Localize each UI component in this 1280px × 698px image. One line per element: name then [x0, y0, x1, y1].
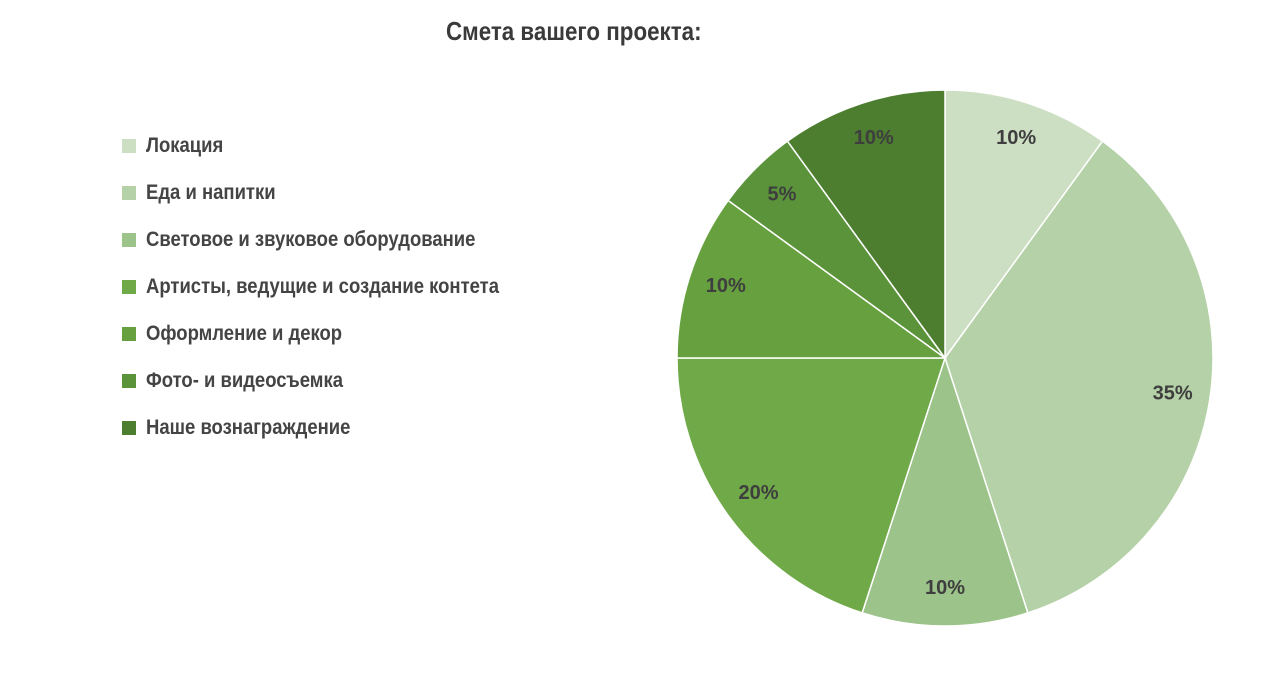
- legend-label: Световое и звуковое оборудование: [146, 227, 476, 251]
- slice-value-label: 10%: [706, 275, 746, 297]
- legend: Локация Еда и напитки Световое и звуковое …: [122, 122, 547, 451]
- pie-slice: [786, 89, 946, 361]
- legend-label: Артисты, ведущие и создание контета: [146, 274, 499, 298]
- legend-item: Наше вознаграждение: [122, 404, 547, 451]
- legend-label: Оформление и декор: [146, 321, 343, 345]
- legend-label: Еда и напитки: [146, 180, 276, 204]
- legend-swatch: [122, 185, 136, 200]
- slice-value-label: 35%: [1153, 382, 1193, 404]
- legend-item: Световое и звуковое оборудование: [122, 216, 547, 263]
- legend-item: Фото- и видеосъемка: [122, 357, 547, 404]
- slice-value-label: 20%: [738, 482, 778, 504]
- slice-value-label: 10%: [996, 127, 1036, 149]
- pie-slice: [944, 140, 1214, 614]
- legend-swatch: [122, 326, 136, 341]
- pie-slice: [676, 357, 947, 614]
- legend-label: Фото- и видеосъемка: [146, 368, 343, 392]
- pie-slice: [861, 355, 1029, 627]
- legend-item: Оформление и декор: [122, 310, 547, 357]
- chart-title: Смета вашего проекта:: [446, 16, 702, 46]
- legend-swatch: [122, 373, 136, 388]
- slice-value-label: 10%: [854, 127, 894, 149]
- legend-swatch: [122, 232, 136, 247]
- slice-value-label: 5%: [768, 183, 797, 205]
- legend-swatch: [122, 138, 136, 153]
- legend-label: Наше вознаграждение: [146, 415, 351, 439]
- legend-label: Локация: [146, 133, 224, 157]
- legend-swatch: [122, 279, 136, 294]
- legend-item: Еда и напитки: [122, 169, 547, 216]
- legend-swatch: [122, 420, 136, 435]
- pie-slice: [676, 199, 948, 359]
- legend-item: Локация: [122, 122, 547, 169]
- pie-slice: [944, 89, 1104, 361]
- legend-item: Артисты, ведущие и создание контета: [122, 263, 547, 310]
- slice-value-label: 10%: [925, 577, 965, 599]
